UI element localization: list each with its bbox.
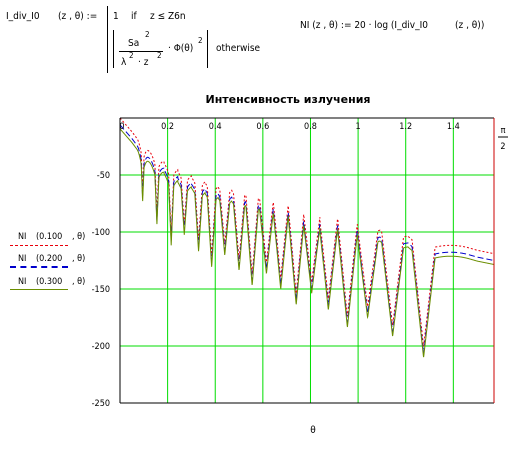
phi-term: · Φ(θ) bbox=[168, 43, 194, 54]
frac-denominator-rest: · z bbox=[138, 57, 149, 68]
legend-arg-3: (0.300 bbox=[36, 277, 63, 287]
case1-if: if bbox=[131, 11, 137, 22]
x-axis-label: θ bbox=[310, 425, 316, 436]
chart-grid bbox=[120, 118, 494, 403]
x-tick-label: 0.8 bbox=[304, 122, 317, 132]
y-tick-label: -200 bbox=[92, 342, 110, 352]
case1-condition: z ≤ Z6n bbox=[150, 11, 186, 22]
legend-label-2: NI bbox=[18, 254, 27, 264]
legend-rest-2: , θ) bbox=[72, 254, 86, 264]
y-tick-label: -150 bbox=[92, 285, 110, 295]
series-line bbox=[119, 128, 495, 358]
pi-half-label-top: π bbox=[501, 126, 506, 136]
function-args: (z , θ) := bbox=[58, 11, 98, 22]
x-tick-label: 0.4 bbox=[209, 122, 222, 132]
case1-value: 1 bbox=[113, 11, 119, 22]
legend-label-1: NI bbox=[18, 232, 27, 242]
x-tick-label: 0.2 bbox=[161, 122, 174, 132]
phi-exp: 2 bbox=[198, 36, 203, 45]
frac-denominator-exp2: 2 bbox=[157, 51, 162, 60]
formula-ni-args: (z , θ)) bbox=[455, 20, 485, 31]
series-line bbox=[119, 124, 495, 354]
legend-swatch-2 bbox=[10, 266, 68, 269]
legend-arg-2: (0.200 bbox=[36, 254, 63, 264]
frac-numerator-exp: 2 bbox=[145, 30, 150, 39]
frac-denominator-exp: 2 bbox=[129, 51, 134, 60]
x-tick-label: 0.6 bbox=[256, 122, 269, 132]
pi-half-label-bottom: 2 bbox=[500, 142, 505, 152]
case2-otherwise: otherwise bbox=[216, 43, 261, 54]
formula-ni-lhs: NI (z , θ) := 20 · log (I_div_I0 bbox=[300, 20, 428, 31]
legend: NI (0.100 , θ) NI (0.200 , θ) NI (0.300 … bbox=[0, 228, 110, 298]
chart-ticks: 0 0.2 0.4 0.6 0.8 1 1.2 1.4 -50 -100 -150 -200 -250 bbox=[92, 122, 460, 409]
chart-title: Интенсивность излучения bbox=[206, 93, 371, 106]
x-tick-label: 1.2 bbox=[399, 122, 412, 132]
legend-rest-1: , θ) bbox=[72, 232, 86, 242]
function-name: I_div_I0 bbox=[6, 11, 40, 22]
legend-rest-3: , θ) bbox=[72, 277, 86, 287]
x-tick-label: 1.4 bbox=[447, 122, 460, 132]
paren-left bbox=[113, 30, 116, 68]
paren-right bbox=[205, 30, 208, 68]
y-tick-label: -50 bbox=[97, 171, 110, 181]
frac-numerator: Sa bbox=[128, 38, 140, 49]
chart-curves bbox=[119, 117, 495, 358]
legend-arg-1: (0.100 bbox=[36, 232, 63, 242]
formula-definition: I_div_I0 (z , θ) := 1 if z ≤ Z6n Sa 2 λ … bbox=[0, 0, 528, 80]
x-tick-label: 0 bbox=[119, 122, 124, 132]
legend-swatch-3 bbox=[10, 289, 68, 291]
legend-swatch-1 bbox=[10, 245, 68, 247]
y-tick-label: -100 bbox=[92, 228, 110, 238]
fraction-line bbox=[119, 51, 163, 52]
legend-label-3: NI bbox=[18, 277, 27, 287]
x-tick-label: 1 bbox=[356, 122, 361, 132]
frac-denominator: λ bbox=[121, 57, 127, 68]
piecewise-brace bbox=[107, 6, 108, 73]
y-tick-label: -250 bbox=[92, 399, 110, 409]
